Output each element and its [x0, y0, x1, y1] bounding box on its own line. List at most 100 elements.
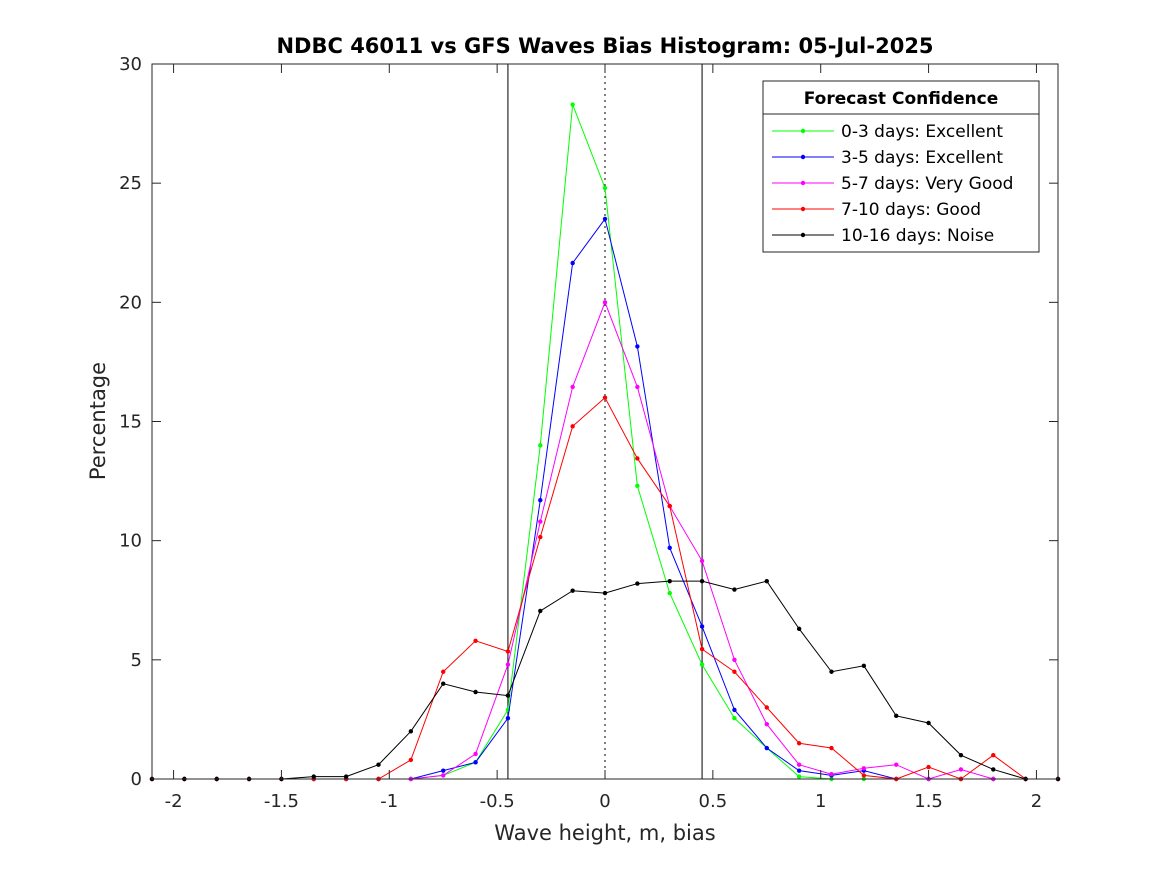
data-point	[602, 300, 608, 305]
legend-entry-label: 3-5 days: Excellent	[841, 148, 1003, 168]
x-tick-label: 1	[815, 791, 826, 812]
x-tick-label: 1.5	[914, 791, 943, 812]
data-point	[796, 741, 802, 746]
data-point	[408, 757, 414, 763]
data-point	[699, 558, 705, 564]
data-point	[441, 669, 446, 674]
data-point	[894, 713, 899, 719]
data-point	[538, 608, 543, 614]
data-point	[311, 774, 316, 779]
data-point	[732, 716, 737, 721]
data-point	[570, 260, 575, 266]
data-point	[667, 545, 672, 551]
data-point	[796, 768, 802, 773]
y-tick-label: 10	[119, 531, 142, 552]
data-point	[570, 384, 575, 390]
data-point	[473, 751, 478, 757]
data-point	[602, 590, 608, 596]
y-tick-label: 30	[119, 54, 142, 75]
legend: Forecast Confidence 0-3 days: Excellent 3…	[762, 80, 1040, 253]
legend-swatch-marker	[800, 206, 806, 212]
x-tick-label: 0	[599, 791, 610, 812]
legend-swatch-marker	[800, 128, 806, 134]
legend-box	[762, 80, 1040, 253]
legend-swatch-marker	[800, 232, 806, 238]
data-point	[343, 774, 349, 779]
x-tick-label: 2	[1031, 791, 1042, 812]
data-point	[570, 588, 575, 593]
x-tick-label: -0.5	[480, 791, 515, 812]
reference-lines	[507, 64, 703, 779]
data-point	[505, 649, 511, 654]
data-point	[732, 707, 737, 713]
data-point	[926, 764, 931, 770]
data-point	[894, 762, 899, 767]
data-point	[441, 773, 446, 778]
data-point	[796, 762, 802, 767]
data-point	[505, 693, 511, 698]
x-tick-label: -2	[165, 791, 183, 812]
legend-swatch-marker	[800, 154, 806, 160]
legend-entry-label: 7-10 days: Good	[841, 200, 981, 220]
data-point	[829, 669, 834, 674]
x-tick-label: -1	[380, 791, 398, 812]
data-point	[538, 497, 543, 503]
data-point	[732, 669, 737, 674]
y-tick-label: 15	[119, 412, 142, 433]
data-point	[861, 766, 867, 771]
data-point	[538, 519, 543, 524]
data-point	[829, 772, 834, 777]
data-point	[602, 185, 608, 191]
data-point	[667, 578, 672, 584]
legend-entry-label: 0-3 days: Excellent	[841, 122, 1003, 142]
data-point	[441, 681, 446, 686]
data-point	[926, 720, 931, 726]
data-point	[473, 760, 478, 765]
data-point	[570, 424, 575, 429]
series-4	[149, 578, 1061, 782]
data-point	[732, 587, 737, 592]
data-point	[602, 395, 608, 400]
data-point	[635, 384, 640, 390]
legend-swatch-marker	[800, 180, 806, 186]
data-point	[732, 657, 737, 663]
data-point	[699, 662, 705, 667]
y-tick-label: 0	[131, 769, 142, 790]
data-point	[861, 663, 867, 668]
data-point	[505, 716, 511, 721]
data-point	[635, 456, 640, 461]
y-tick-label: 20	[119, 292, 142, 313]
data-point	[408, 729, 414, 734]
data-point	[764, 745, 769, 751]
data-point	[699, 624, 705, 629]
data-point	[796, 626, 802, 632]
data-point	[667, 503, 672, 509]
data-point	[505, 662, 511, 667]
data-point	[699, 646, 705, 652]
data-point	[376, 762, 381, 767]
data-point	[473, 689, 478, 695]
y-axis-label: Percentage	[86, 362, 110, 480]
legend-entry-label: 5-7 days: Very Good	[841, 174, 1013, 194]
data-point	[958, 752, 964, 758]
data-point	[602, 216, 608, 222]
data-point	[473, 638, 478, 643]
data-point	[764, 721, 769, 727]
data-point	[699, 578, 705, 584]
data-point	[991, 767, 996, 772]
data-point	[829, 745, 834, 751]
data-point	[635, 344, 640, 349]
x-tick-label: 0.5	[699, 791, 728, 812]
data-point	[635, 483, 640, 489]
data-point	[667, 590, 672, 596]
legend-entry-label: 10-16 days: Noise	[841, 226, 994, 246]
data-point	[538, 443, 543, 448]
chart-title: NDBC 46011 vs GFS Waves Bias Histogram: …	[276, 34, 933, 58]
data-point	[764, 705, 769, 710]
x-tick-label: -1.5	[264, 791, 299, 812]
legend-title: Forecast Confidence	[804, 89, 999, 109]
data-point	[441, 768, 446, 773]
y-tick-label: 25	[119, 173, 142, 194]
